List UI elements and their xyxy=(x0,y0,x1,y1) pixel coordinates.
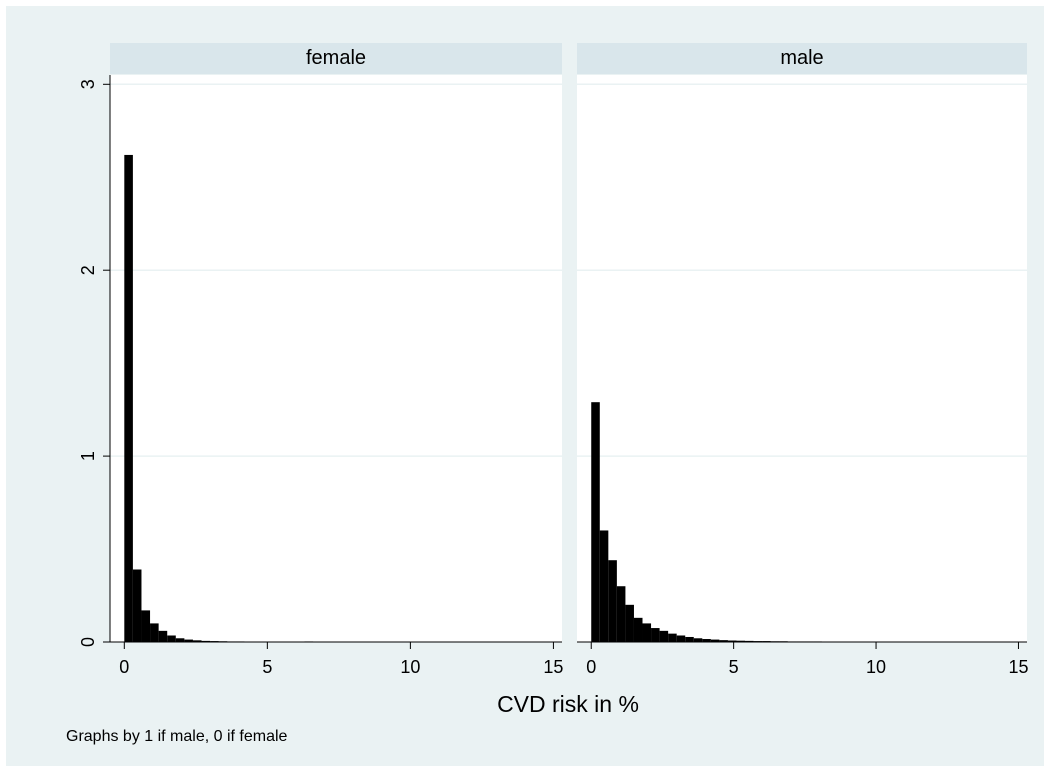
histogram-bar-male xyxy=(642,623,652,642)
histogram-bar-female xyxy=(141,610,151,642)
histogram-bar-male xyxy=(685,636,694,642)
y-axis: 0 1 2 3 xyxy=(78,75,111,647)
x-axis-label: CVD risk in % xyxy=(497,691,639,717)
histogram-bar-male xyxy=(710,639,720,642)
y-tick-label-3: 3 xyxy=(78,79,98,89)
x-tick-label-female-0: 0 xyxy=(119,657,129,677)
histogram-bar-female xyxy=(201,640,211,642)
histogram-bar-male xyxy=(727,640,737,642)
histogram-bar-male xyxy=(659,630,669,642)
panel-female-title: female xyxy=(306,47,366,69)
histogram-bar-male xyxy=(625,604,634,642)
x-axis-ticks: 0 5 10 15 0 5 10 15 xyxy=(110,641,1028,677)
x-tick-label-male-15: 15 xyxy=(1008,657,1028,677)
x-tick-label-male-5: 5 xyxy=(729,657,739,677)
histogram-bar-male xyxy=(633,617,643,642)
panel-female-plot-area xyxy=(110,75,562,642)
histogram-bar-male xyxy=(599,530,609,642)
histogram-bar-male xyxy=(608,560,617,642)
panel-female-header xyxy=(110,43,562,74)
x-tick-label-female-15: 15 xyxy=(543,657,563,677)
graphs-by-note: Graphs by 1 if male, 0 if female xyxy=(66,728,288,745)
histogram-bar-female xyxy=(184,639,193,642)
y-tick-label-2: 2 xyxy=(78,265,98,275)
grid-lines xyxy=(110,83,1027,457)
panel-female: female xyxy=(110,43,562,642)
y-tick-label-1: 1 xyxy=(78,451,98,461)
histogram-bar-female xyxy=(150,623,159,642)
histogram-bar-male xyxy=(668,633,677,642)
x-tick-label-female-5: 5 xyxy=(262,657,272,677)
histogram-bar-female xyxy=(124,154,133,643)
histogram-bar-male xyxy=(591,402,600,642)
histogram-bar-male xyxy=(736,640,746,642)
y-tick-label-0: 0 xyxy=(78,637,98,647)
panel-male: male xyxy=(577,43,1027,642)
histogram-bar-male xyxy=(651,628,660,642)
panel-male-plot-area xyxy=(577,75,1027,642)
histogram-bar-male xyxy=(719,640,728,642)
x-tick-label-male-0: 0 xyxy=(586,657,596,677)
histogram-bars xyxy=(124,154,1002,643)
x-tick-label-male-10: 10 xyxy=(866,657,886,677)
x-tick-label-female-10: 10 xyxy=(400,657,420,677)
histogram-bar-male xyxy=(745,640,754,642)
histogram-bar-female xyxy=(175,638,185,642)
histogram-bar-female xyxy=(132,569,142,642)
histogram-bar-female xyxy=(167,635,176,642)
y-axis-ticks: 0 1 2 3 xyxy=(78,79,110,647)
panel-male-title: male xyxy=(780,47,823,69)
histogram-bar-male xyxy=(676,635,686,642)
histogram-bar-female xyxy=(192,640,202,642)
histogram-bar-male xyxy=(702,639,711,642)
panel-male-header xyxy=(577,43,1027,74)
histogram-bar-female xyxy=(158,630,168,642)
histogram-bar-male xyxy=(616,586,626,642)
histogram-bar-male xyxy=(693,638,703,642)
